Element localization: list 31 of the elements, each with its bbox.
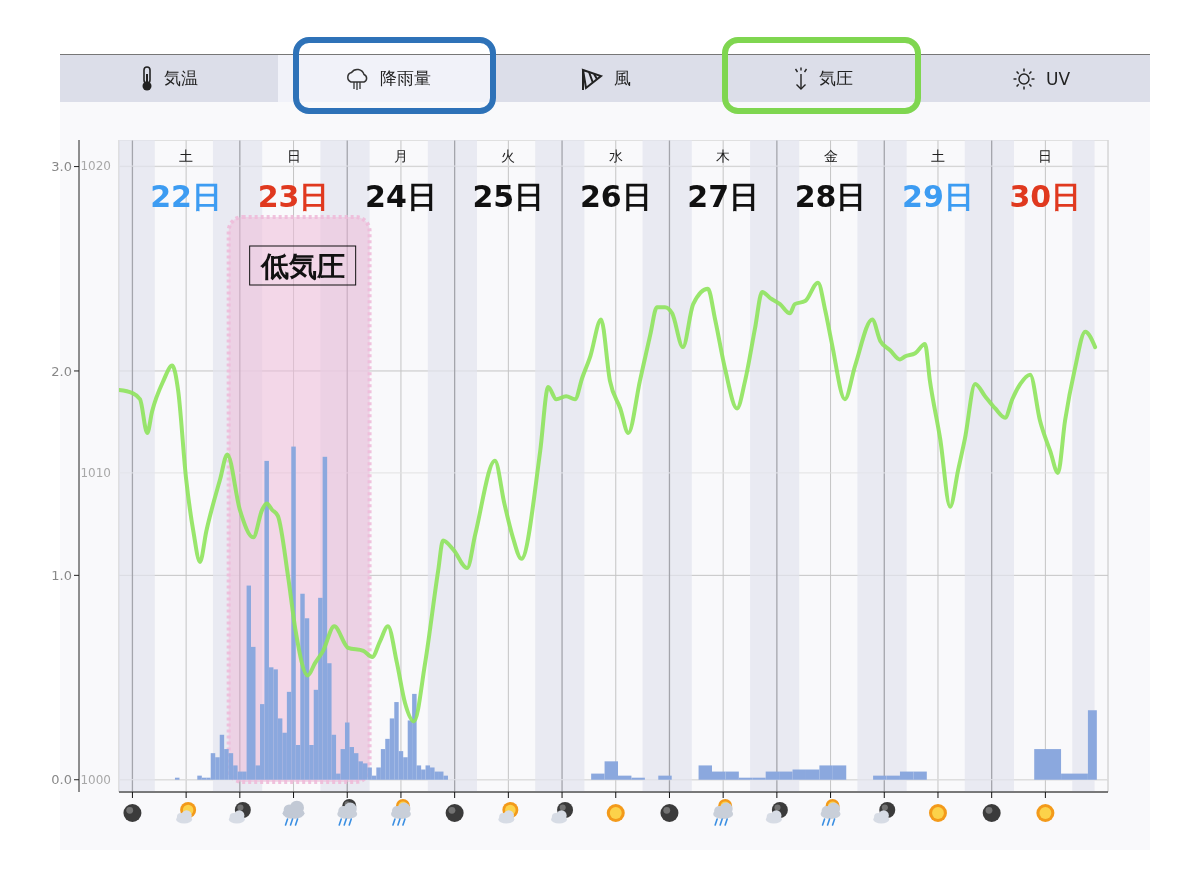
annotation: 日 — [286, 148, 301, 164]
y2-tick-label: 1020 — [80, 159, 111, 174]
y-tick-label: 2.0 — [51, 363, 72, 379]
x-tick-label: 26日 — [579, 178, 652, 214]
x-tick-label: 22日 — [150, 178, 222, 214]
x-tick-label: 29日 — [902, 178, 974, 214]
text: UV — [1045, 68, 1071, 89]
x-tick-label: 27日 — [687, 178, 760, 214]
annotation: 火 — [501, 148, 516, 164]
annotation: 木 — [716, 148, 731, 164]
y-tick-label: 3.0 — [51, 159, 72, 175]
y-tick-label: 0.0 — [51, 772, 72, 788]
y2-tick-label: 1000 — [80, 772, 111, 787]
annotation: 金 — [823, 148, 838, 164]
band-label: 低気圧 — [259, 249, 345, 283]
annotation: 土 — [930, 148, 945, 164]
annotation: 日 — [1038, 148, 1053, 164]
text: 気温 — [164, 67, 198, 90]
x-tick-label: 30日 — [1009, 178, 1082, 214]
text: 気圧 — [819, 67, 853, 90]
text: 降雨量 — [379, 67, 431, 90]
y2-tick-label: 1010 — [80, 466, 111, 481]
x-tick-label: 23日 — [257, 178, 330, 214]
annotation: 水 — [608, 148, 623, 164]
annotation: 土 — [179, 148, 194, 164]
annotation: 月 — [393, 148, 408, 164]
y-tick-label: 1.0 — [51, 567, 72, 583]
x-tick-label: 28日 — [794, 178, 867, 214]
x-tick-label: 25日 — [472, 178, 545, 214]
text: 風 — [613, 67, 631, 90]
x-tick-label: 24日 — [365, 178, 437, 214]
